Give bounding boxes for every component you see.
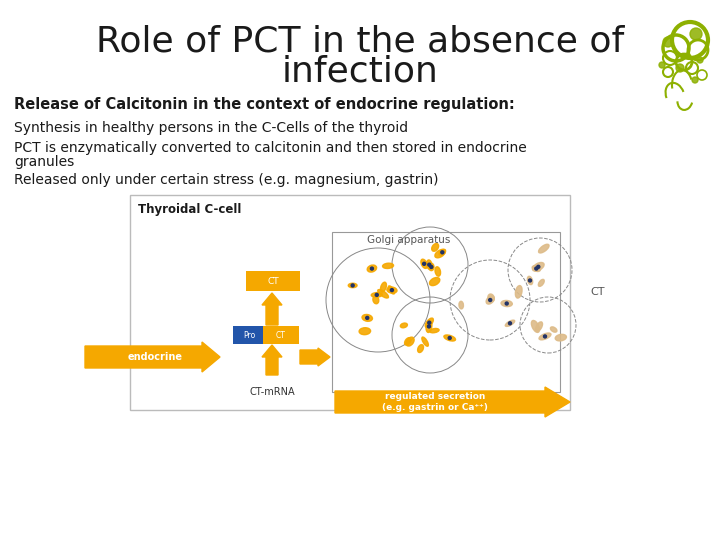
Text: Role of PCT in the absence of: Role of PCT in the absence of [96, 25, 624, 59]
Text: Release of Calcitonin in the context of endocrine regulation:: Release of Calcitonin in the context of … [14, 98, 515, 112]
Ellipse shape [531, 320, 539, 333]
Ellipse shape [439, 249, 446, 255]
Ellipse shape [428, 263, 434, 271]
Ellipse shape [516, 286, 522, 298]
Circle shape [528, 279, 531, 282]
Text: Thyroidal C-cell: Thyroidal C-cell [138, 203, 241, 216]
Circle shape [428, 321, 431, 324]
Ellipse shape [378, 289, 389, 298]
Circle shape [505, 302, 508, 305]
Text: PCT is enzymatically converted to calcitonin and then stored in endocrine: PCT is enzymatically converted to calcit… [14, 141, 527, 155]
FancyArrow shape [262, 293, 282, 325]
Ellipse shape [488, 294, 495, 302]
Ellipse shape [432, 244, 438, 251]
Ellipse shape [555, 334, 567, 341]
Text: granules: granules [14, 155, 74, 169]
Circle shape [351, 284, 354, 287]
Ellipse shape [430, 278, 440, 286]
FancyBboxPatch shape [130, 195, 570, 410]
Ellipse shape [400, 323, 408, 328]
Ellipse shape [430, 328, 439, 333]
Circle shape [366, 316, 369, 319]
Circle shape [449, 336, 451, 340]
Ellipse shape [382, 263, 394, 268]
Ellipse shape [536, 322, 543, 332]
Text: Pro: Pro [243, 330, 255, 340]
Ellipse shape [532, 266, 541, 272]
FancyBboxPatch shape [246, 271, 300, 291]
FancyBboxPatch shape [263, 326, 299, 344]
Text: endocrine: endocrine [127, 352, 182, 362]
Circle shape [690, 28, 702, 40]
Circle shape [428, 263, 431, 266]
Circle shape [489, 299, 492, 301]
Ellipse shape [435, 249, 445, 258]
Circle shape [375, 293, 378, 296]
Circle shape [423, 262, 426, 265]
Circle shape [508, 322, 511, 325]
Ellipse shape [426, 320, 432, 333]
Ellipse shape [388, 286, 395, 294]
Circle shape [430, 266, 433, 268]
FancyArrow shape [85, 342, 220, 372]
FancyBboxPatch shape [332, 232, 560, 392]
Ellipse shape [422, 337, 428, 346]
Ellipse shape [359, 328, 371, 335]
Ellipse shape [501, 300, 513, 307]
FancyArrow shape [335, 387, 570, 417]
Ellipse shape [533, 262, 544, 271]
Text: regulated secretion
(e.g. gastrin or Ca⁺⁺): regulated secretion (e.g. gastrin or Ca⁺… [382, 392, 488, 413]
Text: Synthesis in healthy persons in the C-Cells of the thyroid: Synthesis in healthy persons in the C-Ce… [14, 121, 408, 135]
Text: CT: CT [590, 287, 605, 297]
Ellipse shape [418, 345, 423, 353]
Ellipse shape [539, 333, 551, 340]
Circle shape [390, 288, 393, 292]
Text: Golgi apparatus: Golgi apparatus [367, 235, 451, 245]
Circle shape [370, 267, 374, 270]
Circle shape [697, 57, 703, 63]
Text: CT: CT [276, 330, 286, 340]
Text: CT: CT [267, 276, 279, 286]
Text: Released only under certain stress (e.g. magnesium, gastrin): Released only under certain stress (e.g.… [14, 173, 438, 187]
Ellipse shape [367, 265, 377, 272]
Ellipse shape [550, 327, 557, 332]
Ellipse shape [372, 293, 382, 297]
Ellipse shape [426, 318, 433, 327]
Circle shape [692, 77, 698, 83]
Ellipse shape [539, 244, 549, 253]
Ellipse shape [362, 314, 372, 321]
Ellipse shape [373, 296, 379, 304]
Ellipse shape [539, 279, 544, 286]
Ellipse shape [486, 296, 494, 304]
Ellipse shape [505, 320, 515, 326]
Ellipse shape [444, 335, 456, 341]
Circle shape [544, 335, 546, 338]
FancyArrow shape [262, 345, 282, 375]
Ellipse shape [426, 260, 432, 269]
Ellipse shape [387, 287, 397, 293]
Ellipse shape [348, 283, 357, 288]
Circle shape [441, 251, 444, 254]
Circle shape [535, 267, 538, 270]
Circle shape [428, 325, 431, 328]
Circle shape [659, 62, 665, 68]
Ellipse shape [405, 338, 411, 345]
Ellipse shape [380, 282, 387, 292]
Text: infection: infection [282, 55, 438, 89]
Ellipse shape [435, 267, 441, 276]
Ellipse shape [459, 301, 464, 309]
Ellipse shape [527, 276, 533, 285]
Circle shape [663, 37, 673, 47]
FancyBboxPatch shape [233, 326, 265, 344]
Text: CT-mRNA: CT-mRNA [249, 387, 294, 397]
Ellipse shape [421, 259, 428, 268]
FancyArrow shape [300, 348, 330, 366]
Circle shape [676, 64, 684, 72]
Ellipse shape [406, 337, 414, 346]
Circle shape [537, 265, 540, 268]
